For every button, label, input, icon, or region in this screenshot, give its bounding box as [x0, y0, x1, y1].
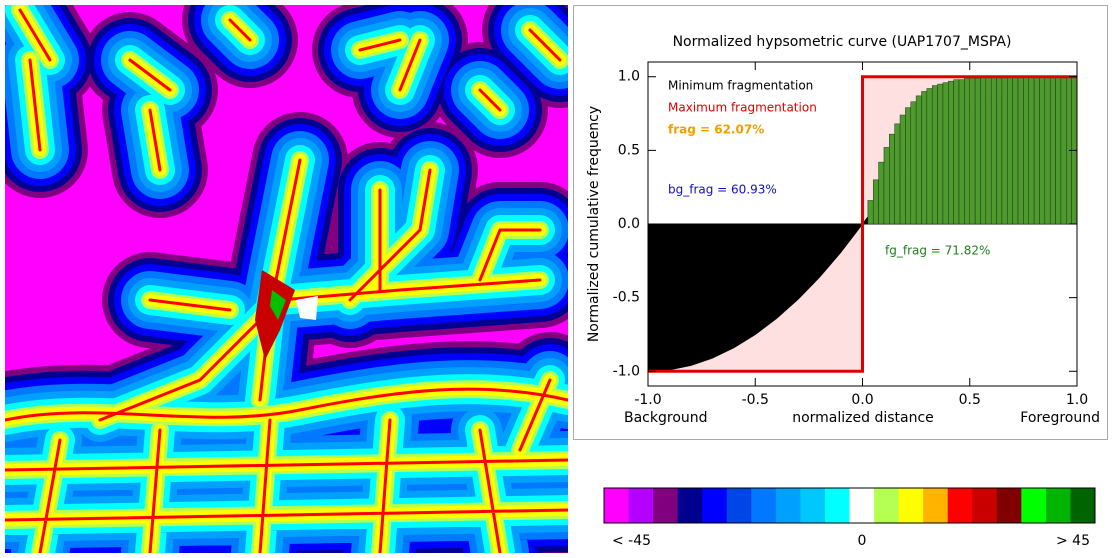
colorbar-swatch [996, 488, 1022, 523]
histogram-bar [1017, 76, 1024, 225]
histogram-bar [953, 79, 960, 225]
histogram-bar [883, 147, 890, 225]
histogram-bar [1023, 76, 1029, 225]
colorbar-swatch [874, 488, 900, 523]
legend-entry: Minimum fragmentation [668, 79, 813, 93]
histogram-bar [931, 85, 938, 225]
y-tick-label: -0.5 [613, 290, 640, 306]
histogram-bar [1060, 76, 1067, 225]
histogram-bar [915, 95, 922, 225]
histogram-bar [905, 107, 912, 225]
colorbar-swatch [849, 488, 875, 523]
colorbar-swatch [1070, 488, 1096, 523]
x-tick-label: 0.0 [851, 392, 873, 408]
colorbar-swatch [824, 488, 850, 523]
colorbar-swatch [604, 488, 630, 523]
histogram-bar [937, 83, 944, 225]
annotation: frag = 62.07% [668, 123, 764, 137]
colorbar-frame [603, 487, 1096, 524]
x-tick-label: 0.5 [959, 392, 981, 408]
colorbar-swatch [726, 488, 752, 523]
colorbar-label: > 45 [1056, 533, 1090, 549]
x-tick-label: -1.0 [634, 392, 661, 408]
histogram-bar [990, 76, 997, 225]
histogram-bar [1044, 76, 1051, 225]
colorbar-swatch [628, 488, 654, 523]
colorbar-swatch [1045, 488, 1071, 523]
y-tick-label: 0.5 [618, 142, 640, 158]
x-axis-label: normalized distance [792, 410, 934, 426]
histogram-bar [974, 77, 981, 225]
histogram-bar [910, 101, 917, 225]
histogram-bar [899, 114, 906, 225]
histogram-bar [921, 91, 928, 225]
colorbar-swatch [972, 488, 998, 523]
histogram-bar [867, 200, 874, 225]
histogram-bar [948, 80, 954, 225]
histogram-bar [878, 161, 885, 225]
colorbar-swatch [677, 488, 703, 523]
max-fragmentation-line [648, 75, 1077, 373]
y-axis-label: Normalized cumulative frequency [586, 106, 602, 342]
y-tick-label: 0.0 [618, 216, 640, 232]
colorbar-swatch [702, 488, 728, 523]
annotation: bg_frag = 60.93% [668, 183, 777, 197]
chart-title: Normalized hypsometric curve (UAP1707_MS… [673, 34, 1012, 50]
x-tick-label: -0.5 [742, 392, 769, 408]
colorbar-swatch [923, 488, 949, 523]
colorbar-swatch [653, 488, 679, 523]
annotation: fg_frag = 71.82% [885, 244, 990, 258]
y-tick-label: -1.0 [613, 363, 640, 379]
histogram-bar [985, 76, 992, 225]
map [5, 5, 568, 553]
histogram-bar [1039, 76, 1046, 225]
histogram-bar [1055, 76, 1062, 225]
colorbar-swatch [898, 488, 924, 523]
histogram-bar [1049, 76, 1056, 225]
colorbar-swatch [1021, 488, 1047, 523]
histogram-bar [1001, 76, 1008, 225]
colorbar-swatch [947, 488, 973, 523]
histogram-bar [926, 88, 933, 225]
colorbar-swatch [775, 488, 801, 523]
histogram-bar [969, 77, 976, 225]
histogram-bar [980, 76, 987, 225]
colorbar-label: 0 [858, 533, 867, 549]
legend-entry: Maximum fragmentation [668, 101, 817, 115]
x-end-label: Foreground [1020, 410, 1100, 426]
histogram-bar [894, 123, 901, 225]
histogram-bar [942, 82, 949, 225]
histogram-bar [1028, 76, 1035, 225]
y-tick-label: 1.0 [618, 69, 640, 85]
histogram-bar [1012, 76, 1019, 225]
histogram-bar [889, 133, 895, 225]
colorbar-swatch [751, 488, 777, 523]
histogram-bar [872, 179, 879, 225]
colorbar-swatch [800, 488, 826, 523]
histogram-bar [1033, 76, 1040, 225]
histogram-bar [964, 77, 971, 225]
x-tick-label: 1.0 [1066, 392, 1088, 408]
histogram-bar [958, 79, 965, 225]
histogram-bar [1007, 76, 1013, 225]
histogram-bar [996, 76, 1003, 225]
x-end-label: Background [624, 410, 708, 426]
colorbar-label: < -45 [612, 533, 651, 549]
